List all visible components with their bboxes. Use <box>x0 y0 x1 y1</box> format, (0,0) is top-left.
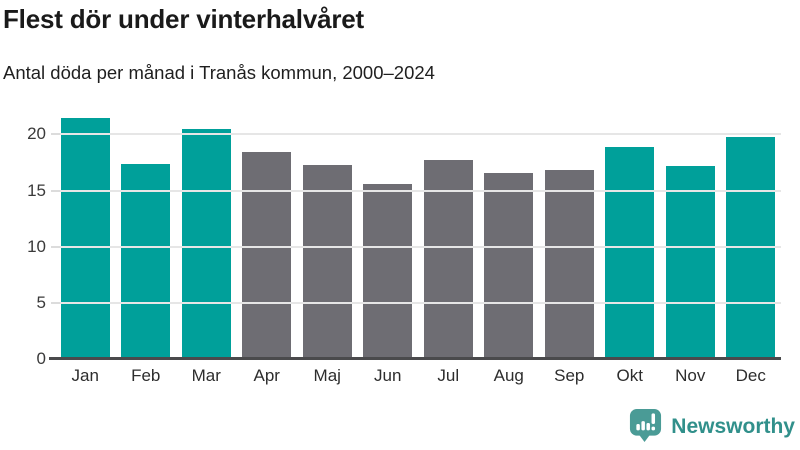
bar-slot <box>237 112 298 359</box>
y-axis-tick-label: 15 <box>27 180 46 200</box>
y-axis-labels: 0 5 10 15 20 <box>0 112 46 368</box>
bar <box>726 136 776 359</box>
bar <box>544 170 594 359</box>
y-axis-tick-mark <box>51 301 60 304</box>
bar <box>302 164 352 359</box>
x-axis-label: Sep <box>554 366 585 385</box>
gridline <box>55 301 781 304</box>
y-axis-tick-mark <box>51 189 60 192</box>
bar <box>363 183 413 359</box>
y-axis-tick-mark <box>51 245 60 248</box>
x-axis-label: Aug <box>493 366 524 385</box>
bar-slot <box>55 112 116 359</box>
bar-slot <box>358 112 419 359</box>
chart-subtitle: Antal döda per månad i Tranås kommun, 20… <box>3 62 435 83</box>
bar <box>60 117 110 359</box>
bar <box>423 160 473 359</box>
x-axis-baseline <box>49 357 781 360</box>
newsworthy-logo-icon <box>628 407 663 447</box>
newsworthy-logo[interactable]: Newsworthy <box>628 407 795 447</box>
bars-container <box>55 112 781 359</box>
x-axis-label: Jun <box>374 366 402 385</box>
bar <box>665 165 715 359</box>
bar-slot <box>116 112 177 359</box>
x-axis-label: Nov <box>675 366 706 385</box>
bar-slot <box>721 112 782 359</box>
bar <box>121 163 171 359</box>
x-axis-label: Mar <box>191 366 221 385</box>
y-axis-tick-label: 20 <box>27 124 46 144</box>
gridline <box>55 133 781 136</box>
bar-slot <box>539 112 600 359</box>
bar-slot <box>297 112 358 359</box>
bar-slot <box>600 112 661 359</box>
y-axis-tick-label: 10 <box>27 236 46 256</box>
bar-slot <box>479 112 540 359</box>
newsworthy-logo-text: Newsworthy <box>671 415 795 438</box>
x-axis-label: Dec <box>735 366 766 385</box>
bar <box>484 172 534 359</box>
bar <box>605 146 655 359</box>
gridline <box>55 245 781 248</box>
gridline <box>55 189 781 192</box>
bar <box>242 152 292 359</box>
x-axis-label: Feb <box>131 366 161 385</box>
plot-area <box>49 112 781 360</box>
x-axis-labels: Jan Feb Mar Apr Maj Jun Jul Aug Sep Okt Nov Dec <box>55 366 781 386</box>
x-axis-label: Jul <box>437 366 460 385</box>
x-axis-label: Maj <box>313 366 341 385</box>
x-axis-label: Apr <box>253 366 280 385</box>
page-title: Flest dör under vinterhalvåret <box>3 4 364 34</box>
bar-slot <box>418 112 479 359</box>
y-axis-tick-mark <box>51 133 60 136</box>
y-axis-tick-label: 0 <box>36 349 46 368</box>
bar <box>181 128 231 359</box>
x-axis-label: Jan <box>71 366 99 385</box>
y-axis-tick-label: 5 <box>36 292 46 312</box>
bar-slot <box>176 112 237 359</box>
x-axis-label: Okt <box>616 366 643 385</box>
bar-slot <box>660 112 721 359</box>
